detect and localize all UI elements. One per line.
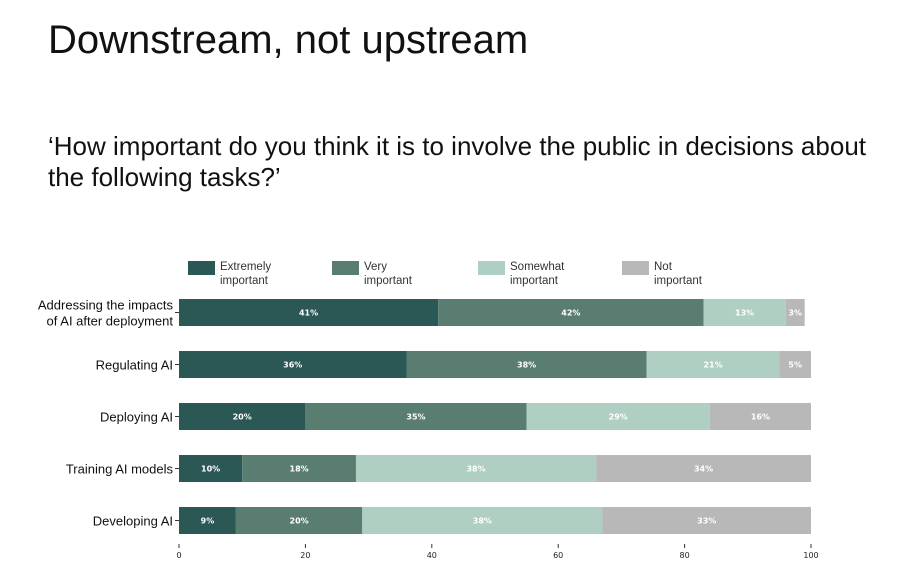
bar-value-label: 20% [233, 413, 252, 422]
bar-value-label: 38% [517, 361, 536, 370]
category-label: Developing AI [93, 514, 173, 529]
category-label: Addressing the impacts of AI after deploy… [38, 298, 174, 329]
slide-title: Downstream, not upstream [48, 18, 529, 62]
category-label: Deploying AI [100, 410, 173, 425]
x-tick-label: 100 [803, 551, 818, 560]
bar-value-label: 18% [290, 465, 309, 474]
stacked-bar-chart: Extremely important Very important Somewhat i… [38, 261, 819, 560]
bar-segment [779, 351, 811, 378]
bar-segment [305, 403, 527, 430]
legend-swatch-1 [332, 261, 359, 275]
x-tick-label: 80 [680, 551, 690, 560]
bar-value-label: 3% [788, 309, 802, 318]
bar-value-label: 16% [751, 413, 770, 422]
bar-segment [438, 299, 704, 326]
bar-value-label: 9% [201, 517, 215, 526]
bar-segment [709, 403, 811, 430]
legend-label-0: Extremely important [220, 261, 271, 287]
bar-value-label: 36% [283, 361, 302, 370]
legend-label-2: Somewhat important [510, 261, 565, 287]
bar-segment [526, 403, 710, 430]
legend-label-1: Very important [364, 261, 413, 287]
x-tick-label: 40 [427, 551, 437, 560]
bar-segment [179, 351, 407, 378]
bar-segment [602, 507, 811, 534]
category-label: Regulating AI [96, 358, 173, 373]
bar-segment [235, 507, 363, 534]
bar-segment [785, 299, 805, 326]
bar-segment [179, 507, 236, 534]
legend-swatch-0 [188, 261, 215, 275]
bar-segment [355, 455, 597, 482]
bar-segment [646, 351, 780, 378]
survey-question: ‘How important do you think it is to inv… [48, 131, 866, 192]
bar-value-label: 13% [735, 309, 754, 318]
bar-segment [179, 299, 439, 326]
bar-segment [362, 507, 603, 534]
category-label: Training AI models [66, 462, 174, 477]
legend-swatch-2 [478, 261, 505, 275]
x-tick-label: 0 [176, 551, 181, 560]
bar-value-label: 5% [788, 361, 802, 370]
bar-value-label: 38% [473, 517, 492, 526]
bar-value-label: 29% [609, 413, 628, 422]
bar-value-label: 34% [694, 465, 713, 474]
bar-value-label: 21% [703, 361, 722, 370]
legend-swatch-3 [622, 261, 649, 275]
bar-segment [179, 455, 243, 482]
bar-value-label: 10% [201, 465, 220, 474]
bar-value-label: 38% [466, 465, 485, 474]
bar-segment [596, 455, 811, 482]
bar-segment [242, 455, 356, 482]
legend-label-3: Not important [654, 261, 703, 287]
x-tick-label: 60 [553, 551, 563, 560]
bar-value-label: 42% [561, 309, 580, 318]
bar-value-label: 20% [290, 517, 309, 526]
x-tick-label: 20 [300, 551, 310, 560]
bar-segment [703, 299, 786, 326]
bar-value-label: 35% [406, 413, 425, 422]
bar-segment [179, 403, 306, 430]
bar-value-label: 33% [697, 517, 716, 526]
bar-value-label: 41% [299, 309, 318, 318]
bar-segment [406, 351, 647, 378]
